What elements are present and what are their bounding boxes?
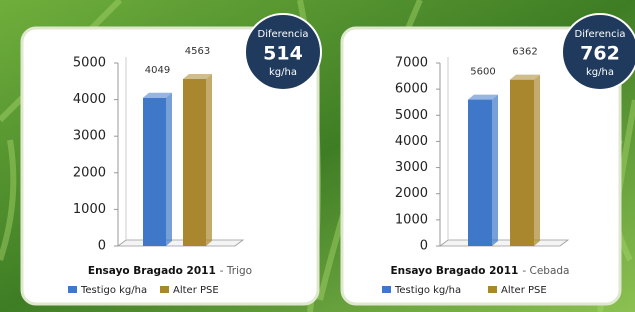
bar-side	[166, 93, 172, 246]
y-tick-label: 4000	[73, 92, 106, 107]
legend-label: Testigo kg/ha	[80, 285, 147, 296]
bar-side	[492, 95, 498, 246]
badge-unit: kg/ha	[586, 67, 614, 78]
y-tick-label: 2000	[395, 186, 428, 201]
value-label: 4563	[185, 46, 210, 57]
y-tick-label: 0	[420, 239, 428, 254]
chart-subtitle: - Cebada	[522, 265, 569, 277]
badge-label: Diferencia	[575, 29, 626, 40]
y-tick-label: 0	[98, 239, 106, 254]
legend-label: Alter PSE	[173, 285, 219, 296]
caption: Ensayo Bragado 2011 - Trigo	[88, 265, 252, 277]
y-tick-label: 1000	[73, 202, 106, 217]
badge-label: Diferencia	[258, 29, 309, 40]
bar	[510, 80, 534, 246]
badge-value: 514	[263, 43, 303, 65]
chart-title: Ensayo Bragado 2011	[391, 265, 519, 277]
legend-swatch	[68, 286, 77, 293]
floor	[118, 240, 243, 246]
legend-swatch	[160, 286, 169, 293]
y-tick-label: 2000	[73, 165, 106, 180]
floor	[440, 240, 568, 246]
y-tick-label: 1000	[395, 212, 428, 227]
value-label: 6362	[512, 47, 537, 58]
bar-side	[534, 75, 540, 246]
y-tick-label: 4000	[395, 134, 428, 149]
y-tick-label: 3000	[73, 129, 106, 144]
bar	[143, 98, 166, 246]
value-label: 5600	[470, 67, 495, 78]
legend-swatch	[488, 286, 497, 293]
badge-value: 762	[580, 43, 620, 65]
legend-label: Alter PSE	[501, 285, 547, 296]
bar	[468, 100, 492, 246]
chart-subtitle: - Trigo	[220, 265, 252, 277]
screenshot: 0 1000 2000 3000 4000 5000 4049 Testigo kg/ha 45…	[0, 0, 635, 312]
badge-unit: kg/ha	[269, 67, 297, 78]
legend-label: Testigo kg/ha	[394, 285, 461, 296]
bar	[183, 79, 206, 246]
bar-side	[206, 74, 212, 246]
y-tick-label: 7000	[395, 56, 428, 71]
value-label: 4049	[145, 65, 170, 76]
chart-title: Ensayo Bragado 2011	[88, 265, 216, 277]
y-tick-label: 3000	[395, 160, 428, 175]
y-tick-label: 5000	[395, 108, 428, 123]
caption: Ensayo Bragado 2011- Cebada	[391, 265, 570, 277]
legend-swatch	[382, 286, 391, 293]
y-tick-label: 5000	[73, 56, 106, 71]
y-tick-label: 6000	[395, 82, 428, 97]
